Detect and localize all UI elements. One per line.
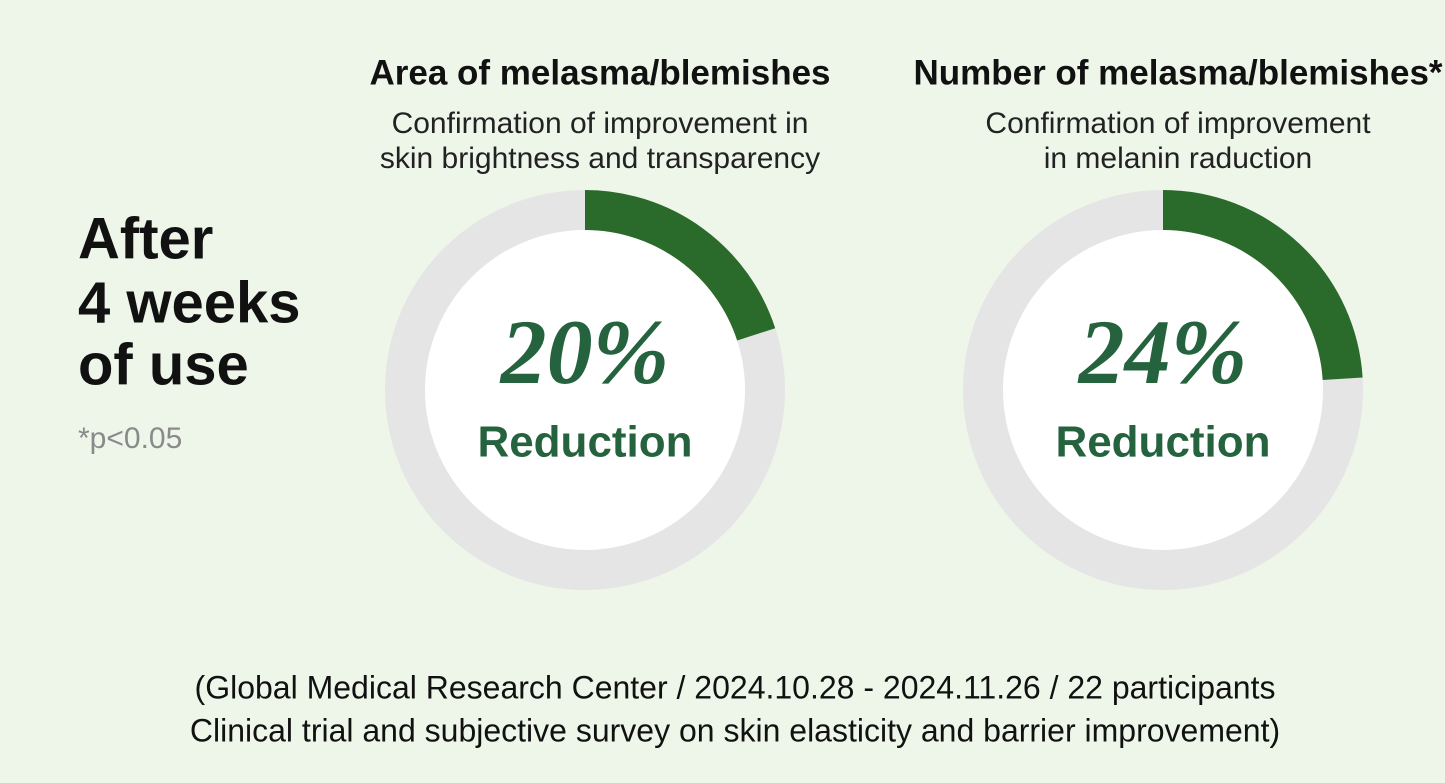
chart-subtitle: in melanin raduction [1044,142,1313,175]
heading-line: After [78,206,213,271]
footnote-line: (Global Medical Research Center / 2024.1… [195,669,1276,705]
chart-title: Area of melasma/blemishes [369,53,830,92]
value-label: 24% [1077,301,1248,403]
value-label: 20% [499,301,670,403]
chart-subtitle: Confirmation of improvement in [392,107,809,140]
chart-title: Number of melasma/blemishes* [913,53,1442,92]
note: *p<0.05 [78,422,182,455]
donut-arc [584,190,776,341]
chart-subtitle: Confirmation of improvement [985,107,1371,140]
donut-arc [1162,190,1363,381]
footnote-line: Clinical trial and subjective survey on … [190,712,1280,748]
heading-line: of use [78,332,249,397]
chart-subtitle: skin brightness and transparency [380,142,820,175]
caption: Reduction [477,418,692,467]
caption: Reduction [1055,418,1270,467]
heading-line: 4 weeks [78,270,301,335]
